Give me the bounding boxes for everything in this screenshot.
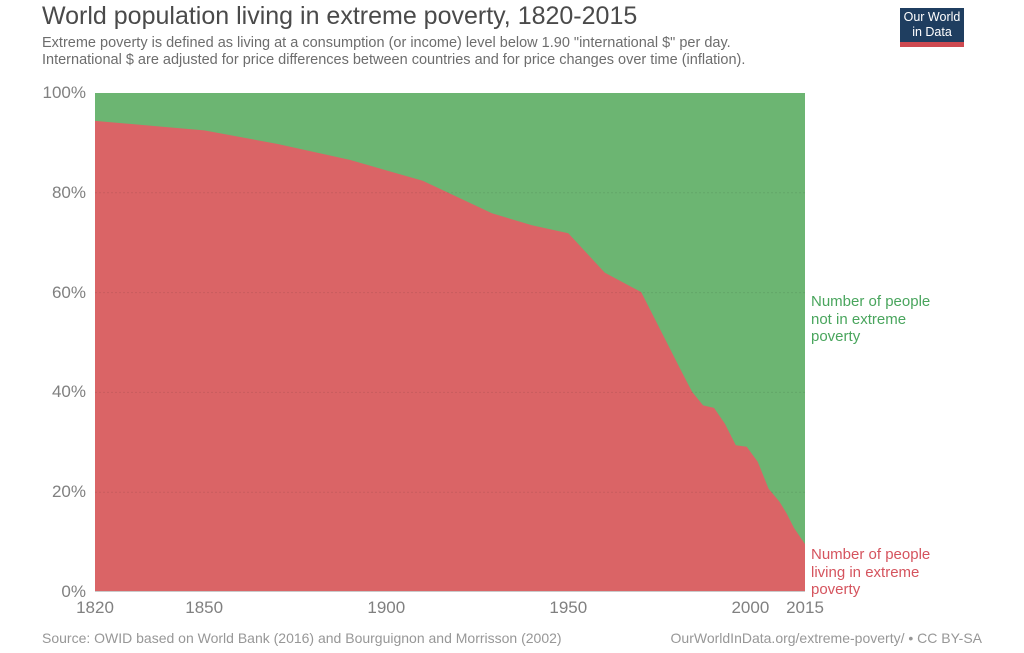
page-title: World population living in extreme pover… xyxy=(42,2,638,30)
y-tick-label: 0% xyxy=(61,582,86,601)
plot-svg xyxy=(95,93,805,592)
annotation-line: poverty xyxy=(811,328,861,345)
annotation-line: Number of people xyxy=(811,293,931,310)
annotation-not-in-extreme-poverty: Number of people not in extreme poverty xyxy=(811,293,930,346)
license-note: OurWorldInData.org/extreme-poverty/ • CC… xyxy=(670,630,982,646)
owid-logo-line1: Our World xyxy=(903,10,961,24)
y-tick-label: 100% xyxy=(42,83,86,102)
chart-subtitle-line2: International $ are adjusted for price d… xyxy=(42,52,746,68)
owid-logo-box: Our World in Data xyxy=(900,8,964,42)
annotation-line: living in extreme xyxy=(811,563,920,581)
owid-logo-stripe xyxy=(900,42,964,47)
y-tick-label: 60% xyxy=(51,282,86,302)
owid-logo-line2: in Data xyxy=(912,25,952,39)
x-axis: 1820 1850 1900 1950 2000 2015 xyxy=(76,598,824,620)
annotation-line: poverty xyxy=(811,581,861,598)
annotation-living-in-extreme-poverty: Number of people living in extreme pover… xyxy=(811,546,930,599)
x-tick-label: 1950 xyxy=(549,598,588,617)
y-tick-label: 80% xyxy=(51,182,86,202)
x-tick-label: 1850 xyxy=(185,598,224,617)
chart-subtitle-line1: Extreme poverty is defined as living at … xyxy=(42,35,731,51)
annotation-line: Number of people xyxy=(811,546,931,563)
x-tick-label: 1900 xyxy=(367,598,406,617)
x-tick-label: 1820 xyxy=(76,598,114,617)
y-tick-label: 40% xyxy=(51,382,86,402)
y-axis: 0% 20% 40% 60% 80% 100% xyxy=(0,83,86,601)
y-tick-label: 20% xyxy=(51,482,86,502)
source-note: Source: OWID based on World Bank (2016) … xyxy=(42,630,562,646)
owid-logo[interactable]: Our World in Data xyxy=(900,8,964,47)
annotation-line: not in extreme xyxy=(811,310,907,328)
x-tick-label: 2000 xyxy=(731,598,770,617)
x-tick-label: 2015 xyxy=(786,598,824,617)
area-living-in-extreme-poverty xyxy=(95,120,805,592)
